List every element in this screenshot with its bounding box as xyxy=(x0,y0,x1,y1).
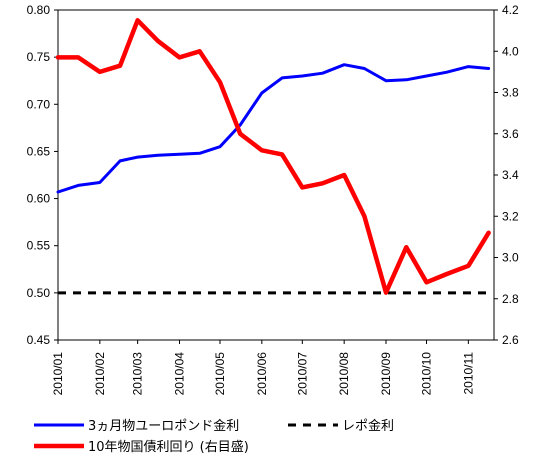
x-tick-label: 2010/08 xyxy=(337,352,351,396)
x-tick-label: 2010/10 xyxy=(420,352,434,396)
legend-label-3: 10年物国債利回り (右目盛) xyxy=(88,440,249,455)
right-tick-label: 3.0 xyxy=(502,251,519,265)
series-line-3 xyxy=(55,18,491,295)
x-tick-label: 2010/05 xyxy=(213,352,227,396)
series-line-1 xyxy=(56,63,491,194)
legend-label-2: レポ金利 xyxy=(342,418,394,434)
right-tick-label: 2.6 xyxy=(502,333,519,347)
left-tick-label: 0.75 xyxy=(27,50,51,64)
right-tick-label: 4.2 xyxy=(502,3,519,17)
right-tick-label: 3.6 xyxy=(502,127,519,141)
x-tick-label: 2010/11 xyxy=(461,352,475,395)
right-tick-label: 3.4 xyxy=(502,168,519,182)
x-tick-label: 2010/04 xyxy=(172,352,186,396)
left-tick-label: 0.45 xyxy=(27,333,51,347)
left-tick-label: 0.50 xyxy=(27,286,51,300)
left-tick-label: 0.55 xyxy=(27,239,51,253)
x-tick-label: 2010/03 xyxy=(131,352,145,396)
left-tick-label: 0.70 xyxy=(27,97,51,111)
x-tick-label: 2010/07 xyxy=(295,352,309,396)
left-tick-label: 0.60 xyxy=(27,192,51,206)
x-tick-label: 2010/06 xyxy=(255,352,269,396)
left-tick-label: 0.80 xyxy=(27,3,51,17)
right-tick-label: 3.8 xyxy=(502,86,519,100)
right-tick-label: 2.8 xyxy=(502,292,519,306)
left-tick-label: 0.65 xyxy=(27,144,51,158)
x-tick-label: 2010/02 xyxy=(93,352,107,396)
x-tick-label: 2010/01 xyxy=(51,352,65,396)
right-tick-label: 4.0 xyxy=(502,44,519,58)
x-tick-label: 2010/09 xyxy=(379,352,393,396)
right-tick-label: 3.2 xyxy=(502,209,519,223)
legend-label-1: 3ヵ月物ユーロポンド金利 xyxy=(88,418,239,434)
